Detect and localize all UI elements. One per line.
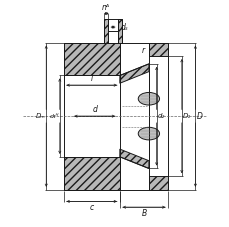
Polygon shape: [119, 149, 148, 168]
Text: l: l: [90, 74, 93, 83]
Text: d₂: d₂: [157, 113, 164, 119]
Ellipse shape: [138, 92, 159, 105]
Text: d₁ᴴ: d₁ᴴ: [49, 114, 59, 119]
Text: r: r: [141, 46, 144, 55]
Text: nᴬ: nᴬ: [102, 2, 110, 12]
Polygon shape: [63, 157, 119, 190]
Text: Dₘ: Dₘ: [35, 113, 45, 119]
Ellipse shape: [138, 127, 159, 140]
Text: d: d: [92, 105, 97, 114]
Text: D: D: [196, 112, 201, 121]
Text: B: B: [141, 209, 146, 218]
Polygon shape: [104, 19, 108, 43]
Polygon shape: [117, 19, 121, 43]
Text: D₁: D₁: [182, 113, 190, 119]
Polygon shape: [119, 64, 148, 83]
Polygon shape: [63, 43, 119, 76]
Text: dₛ: dₛ: [120, 22, 128, 32]
Text: c: c: [89, 203, 93, 212]
Polygon shape: [148, 176, 168, 190]
Polygon shape: [148, 43, 168, 56]
